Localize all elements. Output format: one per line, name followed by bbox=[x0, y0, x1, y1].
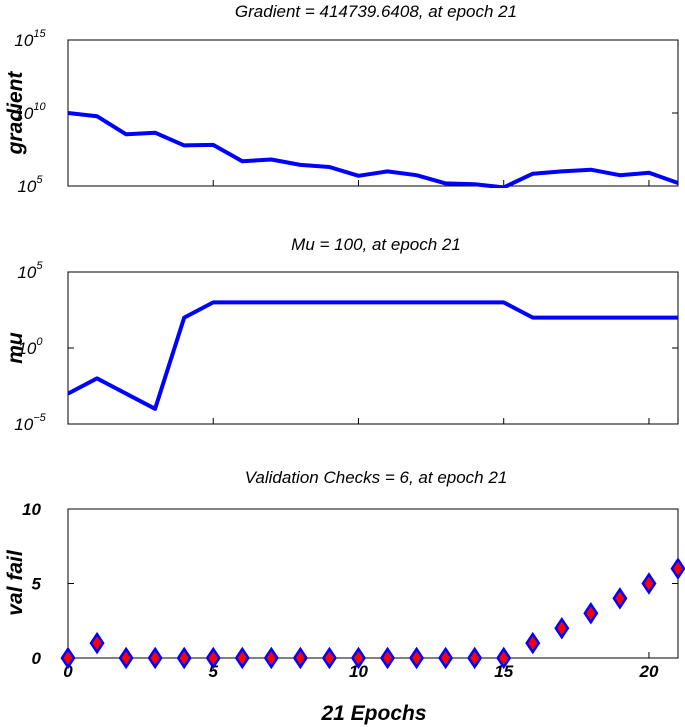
val-fail-point bbox=[612, 587, 628, 610]
x-tick-label: 15 bbox=[494, 662, 513, 681]
mu-plot-area bbox=[68, 300, 678, 411]
val-fail-point bbox=[380, 646, 396, 670]
val-fail-point bbox=[147, 646, 163, 670]
gradient-y-ticks: 105 1010 1015 bbox=[14, 28, 678, 196]
val-fail-point bbox=[467, 646, 483, 670]
x-tick-label: 0 bbox=[63, 662, 73, 681]
val-fail-point bbox=[60, 646, 76, 670]
x-ticks: 0 5 10 15 20 bbox=[63, 662, 659, 681]
val-fail-point bbox=[554, 616, 570, 640]
val-fail-panel: Validation Checks = 6, at epoch 21 val f… bbox=[4, 468, 685, 725]
val-fail-point bbox=[670, 557, 685, 580]
gradient-panel: Gradient = 414739.6408, at epoch 21 grad… bbox=[4, 2, 679, 196]
val-fail-point bbox=[205, 646, 221, 670]
val-fail-y-tick-label: 5 bbox=[32, 575, 42, 594]
val-fail-point bbox=[496, 646, 512, 670]
val-fail-y-tick-label: 0 bbox=[32, 649, 42, 668]
x-tick-label: 5 bbox=[209, 662, 219, 681]
mu-y-tick-label: 100 bbox=[17, 336, 43, 358]
val-fail-point bbox=[321, 646, 337, 670]
val-fail-point bbox=[292, 646, 308, 670]
gradient-axes-frame bbox=[67, 39, 679, 187]
val-fail-point bbox=[118, 646, 134, 670]
val-fail-point bbox=[263, 646, 279, 670]
gradient-y-tick-label: 1010 bbox=[14, 101, 46, 123]
mu-y-ticks: 10−5 100 105 bbox=[14, 260, 678, 434]
val-fail-point bbox=[583, 602, 599, 625]
x-tick-label: 10 bbox=[349, 662, 368, 681]
mu-title: Mu = 100, at epoch 21 bbox=[291, 235, 461, 254]
val-fail-y-ticks: 0 5 10 bbox=[22, 500, 678, 668]
mu-panel: Mu = 100, at epoch 21 mu 10−5 100 105 bbox=[4, 235, 679, 434]
gradient-series-line bbox=[68, 111, 678, 188]
val-fail-title: Validation Checks = 6, at epoch 21 bbox=[245, 468, 508, 487]
gradient-y-tick-label: 105 bbox=[17, 174, 43, 196]
x-tick-label: 20 bbox=[638, 662, 658, 681]
gradient-title: Gradient = 414739.6408, at epoch 21 bbox=[235, 2, 517, 21]
val-fail-axes-frame bbox=[67, 508, 679, 659]
val-fail-point bbox=[350, 646, 366, 670]
val-fail-point bbox=[89, 631, 105, 655]
mu-y-tick-label: 105 bbox=[17, 260, 43, 282]
val-fail-y-tick-label: 10 bbox=[22, 500, 41, 519]
val-fail-point bbox=[176, 646, 192, 670]
val-fail-y-label: val fail bbox=[4, 549, 27, 616]
val-fail-point bbox=[438, 646, 454, 670]
mu-y-label: mu bbox=[4, 332, 27, 364]
gradient-plot-area bbox=[68, 111, 678, 188]
val-fail-point bbox=[409, 646, 425, 670]
mu-y-tick-label: 10−5 bbox=[14, 412, 46, 434]
val-fail-point bbox=[641, 572, 657, 595]
val-fail-point bbox=[234, 646, 250, 670]
gradient-y-tick-label: 1015 bbox=[14, 28, 46, 50]
val-fail-point bbox=[525, 631, 541, 655]
mu-series-line bbox=[68, 300, 678, 411]
val-fail-plot-area bbox=[60, 557, 685, 670]
x-axis-label: 21 Epochs bbox=[320, 702, 426, 725]
gradient-y-label: gradient bbox=[4, 71, 27, 156]
